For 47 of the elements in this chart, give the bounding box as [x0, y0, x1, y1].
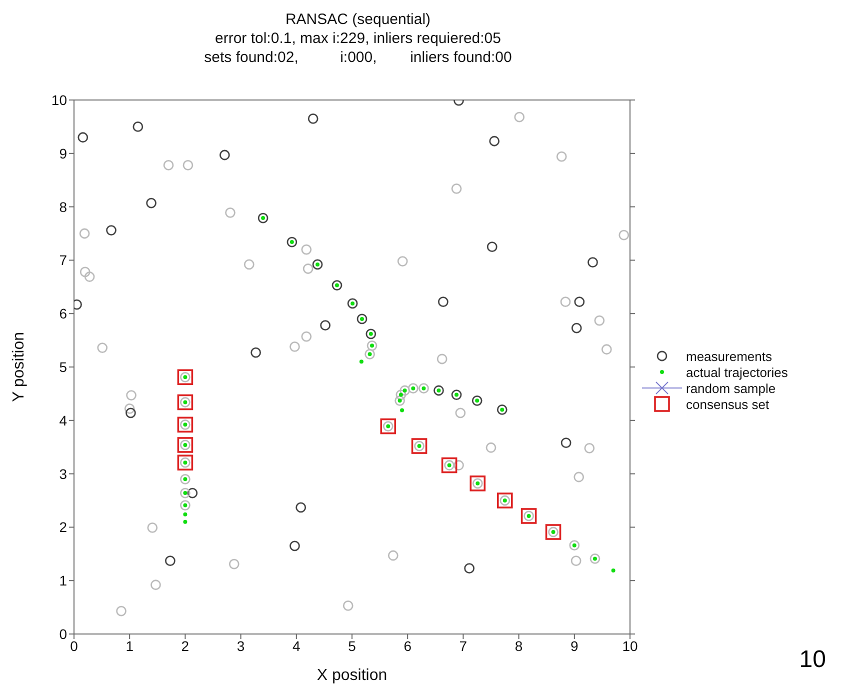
- legend-label: random sample: [686, 380, 776, 396]
- y-tick-label: 9: [59, 145, 68, 162]
- point: [470, 476, 486, 492]
- point: [545, 524, 562, 540]
- legend-label: actual trajectories: [686, 364, 788, 380]
- x-tick-label: 10: [622, 638, 638, 654]
- point: [183, 520, 188, 524]
- y-tick-label: 2: [59, 519, 68, 536]
- y-tick-label: 4: [59, 412, 68, 428]
- y-tick-label: 8: [59, 198, 68, 215]
- x-tick-label: 2: [181, 638, 190, 654]
- x-axis-title: X position: [316, 667, 388, 684]
- y-tick-label: 6: [59, 306, 68, 322]
- x-tick-label: 0: [70, 638, 78, 654]
- point: [177, 416, 194, 433]
- point: [380, 418, 396, 434]
- x-tick-label: 1: [126, 638, 134, 654]
- point: [359, 360, 364, 364]
- y-tick-label: 0: [59, 626, 68, 642]
- y-axis-title: Y position: [10, 332, 28, 402]
- chart-subtitle: error tol:0.1, max i:229, inliers requiered:05 sets found:02, i:000, inliers found:00: [203, 29, 513, 67]
- y-tick-label: 7: [59, 252, 68, 268]
- x-tick-label: 5: [348, 638, 356, 654]
- x-tick-label: 8: [514, 638, 523, 654]
- point: [611, 568, 616, 572]
- legend-label: measurements: [686, 348, 772, 364]
- x-tick-label: 7: [459, 638, 468, 654]
- y-tick-label: 3: [59, 466, 68, 482]
- point: [411, 438, 428, 454]
- y-tick-label: 10: [51, 92, 68, 108]
- chart-title: RANSAC (sequential): [284, 10, 432, 29]
- point: [400, 408, 404, 412]
- legend-label: consensus set: [686, 396, 770, 412]
- point: [177, 437, 194, 453]
- point: [497, 492, 513, 508]
- point: [441, 457, 458, 474]
- x-tick-label: 4: [292, 638, 300, 654]
- x-tick-label: 6: [404, 638, 412, 654]
- point: [177, 369, 194, 386]
- point: [177, 394, 194, 410]
- y-tick-label: 5: [59, 358, 68, 375]
- x-tick-label: 3: [236, 638, 245, 654]
- point: [177, 454, 194, 470]
- y-tick-label: 1: [59, 572, 68, 589]
- x-tick-label: 9: [570, 638, 578, 654]
- point: [183, 512, 188, 516]
- point: [520, 508, 537, 524]
